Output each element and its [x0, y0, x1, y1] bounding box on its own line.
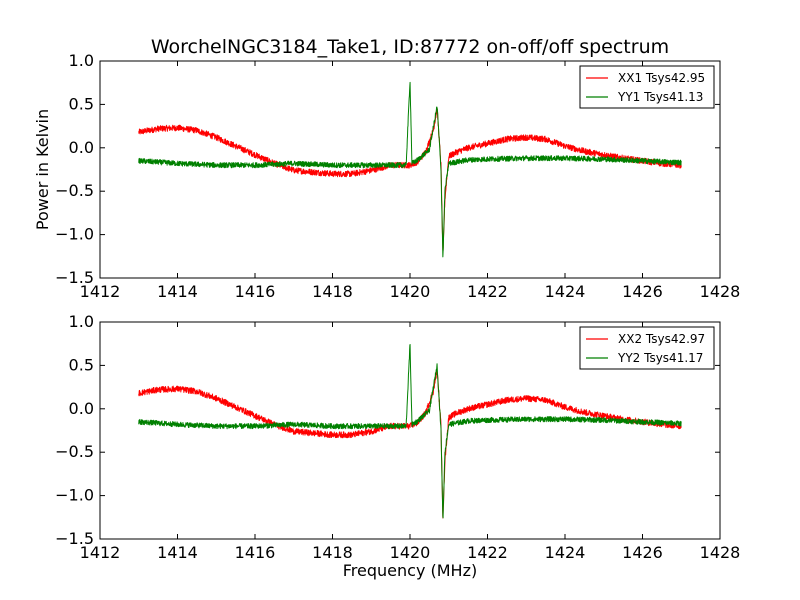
x-axis-label: Frequency (MHz): [343, 561, 477, 580]
x-tick-label: 1414: [157, 282, 198, 301]
y-tick-label: 0.5: [69, 355, 94, 374]
x-tick-label: 1412: [80, 543, 121, 562]
y-tick-label: −0.5: [55, 181, 94, 200]
x-tick-label: 1414: [157, 543, 198, 562]
series-line-xx1: [138, 107, 682, 251]
x-tick-label: 1422: [467, 543, 508, 562]
x-tick-label: 1418: [312, 543, 353, 562]
y-tick-label: 1.0: [69, 312, 94, 331]
legend: XX1 Tsys42.95 YY1 Tsys41.13: [579, 65, 715, 109]
y-tick-label: −1.0: [55, 486, 94, 505]
legend-entry: YY1 Tsys41.13: [617, 90, 703, 104]
x-tick-label: 1424: [545, 282, 586, 301]
x-tick-label: 1416: [235, 543, 276, 562]
x-tick-label: 1412: [80, 282, 121, 301]
y-tick-label: 1.0: [69, 51, 94, 70]
y-axis-label: Power in Kelvin: [33, 109, 52, 230]
legend-entry: XX2 Tsys42.97: [618, 332, 705, 346]
y-tick-label: 0.0: [69, 399, 94, 418]
bottom-panel: 1412 1414 1416 1418 1420 1422 1424 1426 1428 1.0 0…: [55, 312, 740, 580]
x-tick-label: 1422: [467, 282, 508, 301]
series-group: [138, 81, 682, 258]
x-tick-label: 1416: [235, 282, 276, 301]
series-line-yy2: [138, 343, 682, 519]
y-tick-label: −1.5: [55, 529, 94, 548]
legend-entry: YY2 Tsys41.17: [617, 351, 703, 365]
y-tick-label: −1.5: [55, 268, 94, 287]
series-group: [138, 343, 682, 519]
top-panel: 1412 1414 1416 1418 1420 1422 1424 1426 1428 1.0 0…: [33, 51, 740, 301]
x-tick-label: 1428: [700, 543, 741, 562]
x-tick-label: 1418: [312, 282, 353, 301]
x-tick-label: 1426: [622, 543, 663, 562]
legend-box: [579, 326, 715, 370]
legend-entry: XX1 Tsys42.95: [618, 71, 705, 85]
figure-title: WorchelNGC3184_Take1, ID:87772 on-off/of…: [151, 36, 669, 58]
x-tick-label: 1424: [545, 543, 586, 562]
x-tick-label: 1428: [700, 282, 741, 301]
x-tick-label: 1420: [390, 543, 431, 562]
x-tick-label: 1426: [622, 282, 663, 301]
legend: XX2 Tsys42.97 YY2 Tsys41.17: [579, 326, 715, 370]
y-tick-label: −0.5: [55, 442, 94, 461]
series-line-yy1: [138, 81, 682, 258]
legend-box: [579, 65, 715, 109]
y-tick-label: 0.0: [69, 138, 94, 157]
y-tick-label: 0.5: [69, 94, 94, 113]
series-line-xx2: [138, 368, 682, 519]
y-tick-label: −1.0: [55, 225, 94, 244]
x-tick-label: 1420: [390, 282, 431, 301]
